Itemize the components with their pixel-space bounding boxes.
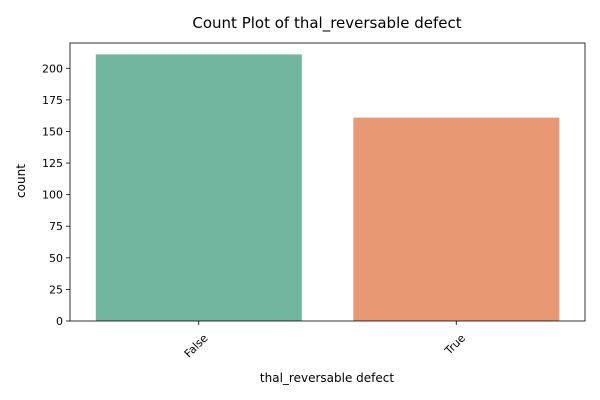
y-tick-label: 150 xyxy=(42,125,63,138)
y-tick-label: 100 xyxy=(42,189,63,202)
y-tick-label: 25 xyxy=(49,283,63,296)
plot-area: False True 0 25 50 75 100 125 150 175 200 xyxy=(42,42,586,360)
y-tick-label: 200 xyxy=(42,62,63,75)
y-tick-label: 125 xyxy=(42,157,63,170)
chart-title: Count Plot of thal_reversable defect xyxy=(192,14,461,33)
plot-frame xyxy=(69,42,586,322)
x-axis-label: thal_reversable defect xyxy=(260,371,394,385)
y-tick-label: 50 xyxy=(49,252,63,265)
y-axis-label: count xyxy=(14,164,28,198)
y-tick-label: 75 xyxy=(49,220,63,233)
x-tick-label: True xyxy=(442,331,469,358)
y-tick-label: 0 xyxy=(56,315,63,328)
bar-false xyxy=(95,54,302,322)
bar-true xyxy=(353,117,560,321)
x-tick-label: False xyxy=(182,331,211,360)
y-tick-label: 175 xyxy=(42,94,63,107)
